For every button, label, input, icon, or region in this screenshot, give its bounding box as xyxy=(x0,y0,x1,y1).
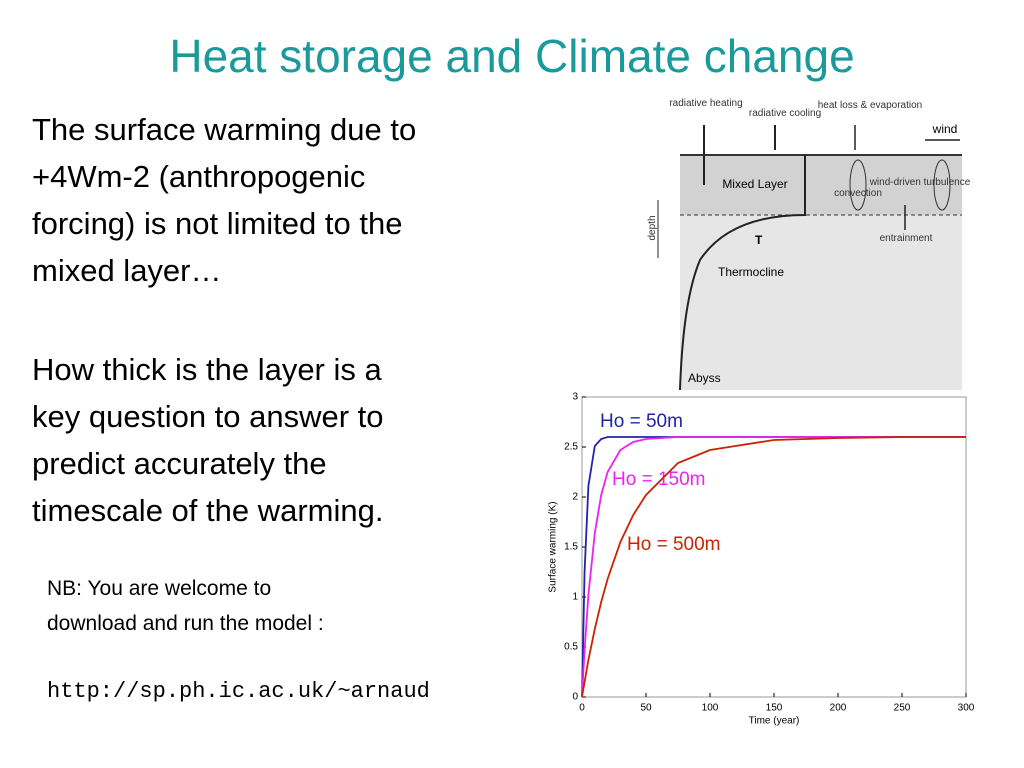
note-line: download and run the model : xyxy=(47,612,324,635)
series-label: Ho = 150m xyxy=(612,469,705,490)
y-axis-label: Surface warming (K) xyxy=(548,501,559,592)
note-line: NB: You are welcome to xyxy=(47,577,271,600)
x-tick-label: 0 xyxy=(579,703,585,714)
label: convection xyxy=(834,188,882,199)
label: Thermocline xyxy=(718,265,784,279)
series-label: Ho = 500m xyxy=(627,534,720,555)
x-tick-label: 200 xyxy=(830,703,847,714)
paragraph-line: mixed layer… xyxy=(32,253,222,288)
x-tick-label: 150 xyxy=(766,703,783,714)
paragraph-line: +4Wm-2 (anthropogenic xyxy=(32,159,365,194)
series-label: Ho = 50m xyxy=(600,411,683,432)
y-tick-label: 1.5 xyxy=(564,542,578,553)
label: Abyss xyxy=(688,371,721,385)
paragraph-line: forcing) is not limited to the xyxy=(32,206,402,241)
temperature-profile xyxy=(679,155,806,391)
turbulence-loop xyxy=(933,159,951,211)
paragraph-line: predict accurately the xyxy=(32,446,327,481)
y-tick-label: 2.5 xyxy=(564,442,578,453)
x-tick-label: 250 xyxy=(894,703,911,714)
url: http://sp.ph.ic.ac.uk/~arnaud xyxy=(47,679,430,704)
series-line xyxy=(581,436,966,698)
x-axis-label: Time (year) xyxy=(749,716,800,727)
y-tick-label: 2 xyxy=(572,492,578,503)
paragraph-line: The surface warming due to xyxy=(32,112,416,147)
series-line xyxy=(581,436,966,698)
paragraph-line: key question to answer to xyxy=(32,399,384,434)
label: T xyxy=(755,233,763,247)
x-tick-label: 300 xyxy=(958,703,975,714)
x-tick-label: 100 xyxy=(702,703,719,714)
label: radiative cooling xyxy=(749,108,821,119)
mixed-layer xyxy=(680,155,962,215)
y-tick-label: 1 xyxy=(572,592,578,603)
convection-loop xyxy=(849,159,867,211)
y-tick-label: 3 xyxy=(572,392,578,403)
plot-area xyxy=(581,396,967,698)
label: Mixed Layer xyxy=(722,177,787,191)
label: entrainment xyxy=(880,233,933,244)
label: depth xyxy=(647,215,658,240)
ocean-diagram: radiative heating radiative cooling heat… xyxy=(647,98,971,391)
paragraph-line: timescale of the warming. xyxy=(32,493,383,528)
title: Heat storage and Climate change xyxy=(169,30,854,82)
y-tick-label: 0.5 xyxy=(564,642,578,653)
x-tick-label: 50 xyxy=(640,703,652,714)
label: wind-driven turbulence xyxy=(869,177,971,188)
y-tick-label: 0 xyxy=(572,692,578,703)
label: wind xyxy=(932,122,958,136)
label: radiative heating xyxy=(669,98,742,109)
paragraph-line: How thick is the layer is a xyxy=(32,352,382,387)
label: heat loss & evaporation xyxy=(818,100,923,111)
